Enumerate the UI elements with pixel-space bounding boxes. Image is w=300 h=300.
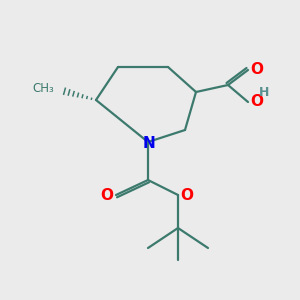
Text: N: N — [142, 136, 155, 151]
Text: H: H — [259, 85, 269, 98]
Text: O: O — [100, 188, 113, 202]
Text: O: O — [181, 188, 194, 202]
Text: CH₃: CH₃ — [32, 82, 54, 94]
Text: O: O — [250, 94, 263, 110]
Text: O: O — [250, 62, 263, 77]
